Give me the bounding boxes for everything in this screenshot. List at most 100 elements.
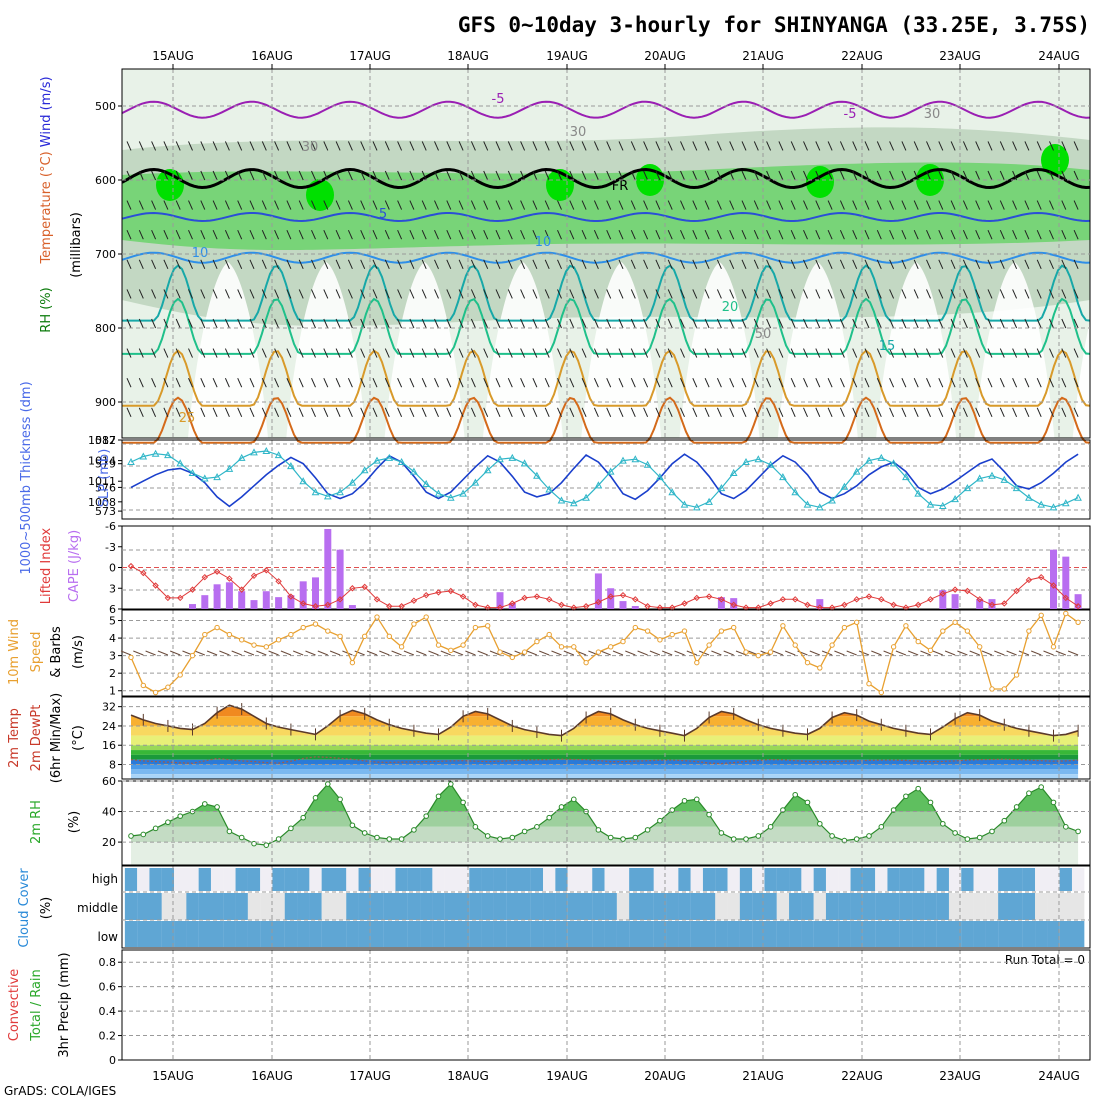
lifted-index-point [681, 600, 688, 607]
cloud-cell-low [715, 921, 728, 947]
wind-barb [569, 289, 575, 299]
wind-barb [151, 407, 157, 418]
lifted-index-point [447, 587, 455, 595]
wind-speed-point [755, 652, 761, 659]
temp-band [131, 764, 1079, 770]
lifted-index-point [324, 601, 332, 609]
slp-point [336, 488, 344, 496]
wind-barb [569, 229, 575, 240]
cloud-cell-middle [481, 893, 494, 920]
wind-barb [1036, 407, 1042, 418]
lifted-index-point [459, 593, 467, 600]
wind-barb [483, 141, 489, 151]
wind-barb [667, 407, 673, 418]
lifted-index-point [718, 596, 725, 603]
wind-barb [686, 650, 697, 656]
wind-barb [729, 141, 735, 151]
wind-barb [1012, 170, 1018, 181]
rh-point [325, 781, 331, 787]
wind-barb [778, 318, 784, 329]
wind-barb [1012, 377, 1018, 388]
lifted-index-point [152, 582, 159, 589]
cloud-cell-middle [629, 893, 642, 920]
cloud-cell-low [875, 921, 888, 947]
wind-barb [667, 348, 673, 358]
wind-barb [126, 407, 132, 418]
precip-ylabel-1: Total / Rain [29, 969, 44, 1042]
wind-barb [741, 407, 747, 418]
tick-label: 500 [95, 100, 116, 113]
cloud-cell-low [567, 921, 581, 947]
cloud-cell-high [137, 868, 150, 891]
wind-barb [630, 318, 636, 329]
temp-band [131, 769, 1079, 775]
wind-barb [975, 141, 981, 151]
wind-barb [692, 141, 698, 151]
wind-barb [1061, 229, 1067, 240]
wind-barb [864, 200, 870, 210]
wind-barb [999, 289, 1005, 299]
cloud-cell-low [161, 921, 175, 947]
wind-barb [366, 650, 378, 656]
wind-barb [237, 259, 243, 270]
rh-legend-label-part: RH (%) [39, 287, 54, 332]
wind-barb [950, 229, 956, 240]
cloud-cell-middle [739, 893, 753, 920]
wind-barb [618, 348, 624, 358]
wind-speed-point [817, 665, 823, 671]
cloud-cell-low [616, 921, 630, 947]
tick-label: -6 [105, 520, 116, 533]
wind-speed-point [706, 642, 712, 648]
slp-point [151, 449, 160, 457]
wind-barb [790, 348, 796, 358]
wind-barb [421, 259, 427, 270]
wind-barb [274, 377, 280, 388]
wind-barb [261, 229, 267, 240]
wind-barb [138, 141, 144, 151]
tick-label: -3 [105, 541, 116, 554]
wind-speed-point [841, 624, 848, 631]
temp-contour-30 [122, 396, 1091, 444]
wind-barb [716, 407, 722, 418]
wind-barb [416, 650, 427, 656]
wind-barb [1073, 141, 1079, 151]
cloud-cell-high [838, 868, 851, 891]
wind-barb [649, 650, 661, 656]
wind-barb [151, 200, 157, 210]
cloud-cell-high [456, 868, 470, 891]
wind-barb [1073, 289, 1079, 299]
wind-barb [889, 170, 895, 181]
wind-barb [987, 407, 993, 418]
wind-barb [1012, 229, 1018, 240]
wind-barb [839, 289, 845, 299]
slp-point [1012, 484, 1021, 492]
wind-barb [397, 229, 403, 240]
lifted-index-point [914, 601, 922, 609]
wind-barb [347, 170, 353, 181]
wind-barb [335, 407, 341, 418]
cloud-cell-low [789, 921, 802, 947]
lifted-index-point [287, 593, 295, 600]
wind-barb [581, 407, 587, 418]
wind-barb [200, 377, 206, 388]
wind-barb [237, 170, 243, 181]
wind-barb [249, 318, 255, 329]
wind-barb [470, 141, 476, 151]
contour-label: -5 [492, 92, 505, 107]
wind-barb [803, 318, 808, 329]
cloud-cell-high [912, 868, 925, 891]
wind-barb [803, 200, 808, 210]
cape-bar [262, 591, 270, 609]
wind-barb [1049, 377, 1054, 388]
lifted-index-point [804, 601, 811, 609]
rh-point [743, 836, 749, 842]
wind-barb [987, 229, 993, 240]
cape-bar [619, 601, 627, 609]
cloud-cell-high [592, 868, 605, 891]
thickness-ylabel-part: 1000~500mb Thickness (dm) [19, 381, 34, 574]
slp-point [1074, 493, 1082, 501]
dry-plume [679, 262, 760, 438]
wind-barb [753, 170, 759, 181]
